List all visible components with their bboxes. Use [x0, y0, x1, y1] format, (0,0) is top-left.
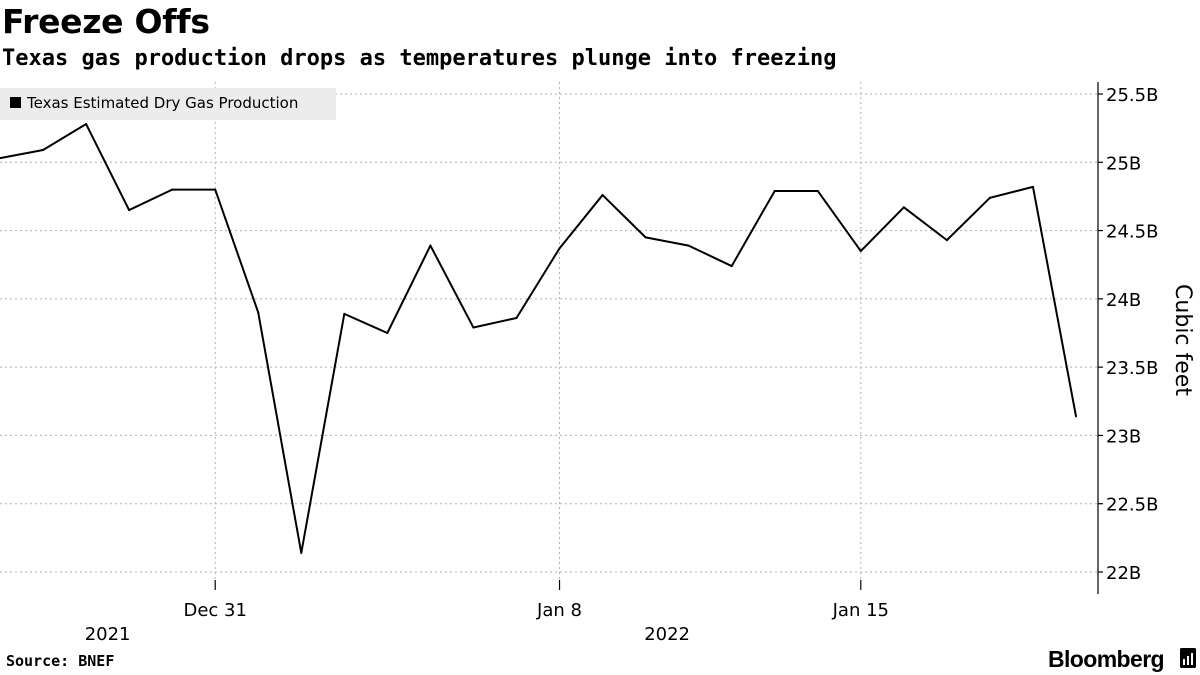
legend: Texas Estimated Dry Gas Production	[0, 88, 336, 120]
x-year-label: 2022	[644, 624, 690, 645]
series-line-segment	[558, 194, 604, 250]
legend-background	[0, 88, 336, 120]
y-tick-label: 25.5B	[1106, 85, 1158, 106]
legend-entry: Texas Estimated Dry Gas Production	[26, 94, 298, 112]
x-tick-label: Jan 8	[536, 600, 582, 621]
y-tick-label: 23B	[1106, 426, 1141, 447]
y-axis-ticks: 22B 22.5B 23B 23.5B 24B 24.5B 25B 25.5B	[1098, 85, 1158, 584]
series-line-segment	[988, 185, 1034, 199]
series-line-segment	[601, 194, 647, 239]
series-line-segment	[257, 311, 303, 554]
chart-subtitle: Texas gas production drops as temperatur…	[2, 46, 837, 71]
series-line-segment	[1031, 185, 1077, 418]
series-line-segment	[343, 312, 389, 334]
source-note: Source: BNEF	[6, 652, 115, 670]
series-line-segment	[386, 244, 432, 334]
chart-title: Freeze Offs	[2, 2, 210, 41]
y-tick-label: 22.5B	[1106, 495, 1158, 516]
series-line-segment	[472, 316, 518, 329]
series-line-segment	[644, 236, 690, 247]
series-line-segment	[515, 247, 561, 319]
series-line-segment	[128, 188, 174, 212]
series-line-segment	[0, 148, 45, 160]
series-line-segment	[687, 244, 733, 268]
series-layer	[0, 123, 1077, 554]
y-tick-label: 25B	[1106, 153, 1141, 174]
legend-swatch	[10, 97, 21, 108]
y-tick-label: 24B	[1106, 290, 1141, 311]
x-tick-label: Jan 15	[832, 600, 889, 621]
series-line-segment	[214, 188, 260, 314]
x-year-label: 2021	[85, 624, 131, 645]
y-axis-label: Cubic feet	[1170, 284, 1195, 396]
series-line-segment	[300, 312, 346, 554]
y-tick-label: 23.5B	[1106, 358, 1158, 379]
y-tick-label: 22B	[1106, 563, 1141, 584]
series-line-segment	[429, 244, 475, 329]
series-line-segment	[816, 189, 862, 253]
x-axis-ticks: Dec 31 Jan 8 Jan 15 2021 2022	[85, 580, 889, 645]
series-line-segment	[730, 189, 776, 268]
y-tick-label: 24.5B	[1106, 222, 1158, 243]
series-line-segment	[42, 123, 88, 151]
grid	[0, 82, 1098, 580]
x-tick-label: Dec 31	[183, 600, 246, 621]
series-line-segment	[859, 206, 905, 253]
series-line-segment	[945, 196, 991, 242]
bloomberg-terminal-icon	[1180, 648, 1196, 668]
bloomberg-logo: Bloomberg	[1048, 646, 1165, 672]
series-line-segment	[85, 123, 131, 212]
series-line-segment	[902, 206, 948, 242]
